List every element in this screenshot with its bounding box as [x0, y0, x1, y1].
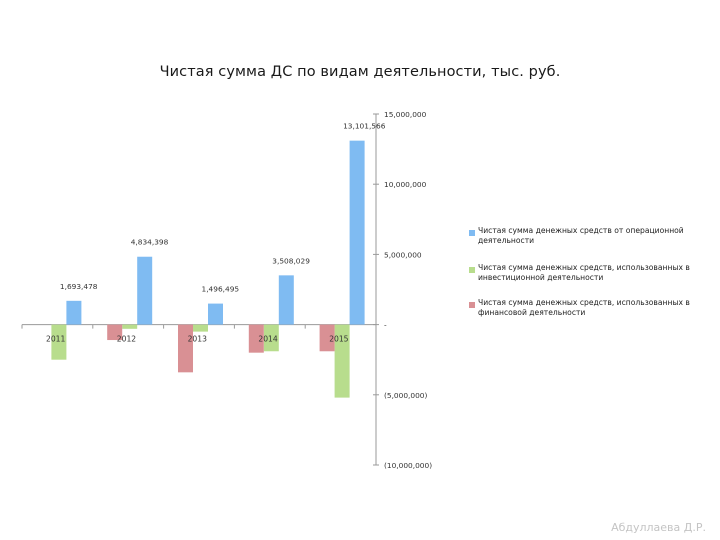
bar-2012	[107, 324, 123, 341]
category-label: 2012	[117, 335, 136, 344]
value-tick-label: -	[384, 321, 387, 330]
bar-2012	[137, 256, 153, 325]
legend-swatch	[469, 267, 475, 273]
bar-2014	[248, 324, 264, 353]
bar-2015	[319, 324, 335, 352]
data-label: 13,101,566	[343, 122, 386, 131]
bar-2015	[349, 140, 365, 325]
value-tick-label: 5,000,000	[384, 250, 422, 259]
bar-2014	[263, 324, 279, 352]
data-label: 4,834,398	[131, 238, 169, 247]
legend-item: Чистая сумма денежных средств, использов…	[469, 263, 709, 283]
data-label: 1,496,495	[202, 285, 240, 294]
legend-item: Чистая сумма денежных средств, использов…	[469, 298, 709, 318]
data-label: 3,508,029	[272, 256, 310, 265]
category-label: 2014	[258, 335, 277, 344]
value-tick-label: 10,000,000	[384, 180, 427, 189]
bar-2011	[66, 300, 82, 325]
bar-2013	[193, 324, 208, 332]
bar-2012	[122, 324, 138, 329]
chart-title: Чистая сумма ДС по видам деятельности, т…	[159, 64, 561, 80]
author-credit: Абдуллаева Д.Р.	[611, 521, 706, 534]
value-tick-label: 15,000,000	[384, 110, 427, 119]
legend-swatch	[469, 302, 475, 308]
category-label: 2011	[46, 335, 65, 344]
data-label: 1,693,478	[60, 282, 98, 291]
category-label: 2013	[188, 335, 207, 344]
category-label: 2015	[329, 335, 348, 344]
legend-item: Чистая сумма денежных средств от операци…	[469, 226, 709, 246]
legend-swatch	[469, 230, 475, 236]
bar-2013	[208, 303, 223, 325]
value-tick-label: (10,000,000)	[384, 461, 432, 470]
legend-label: Чистая сумма денежных средств, использов…	[478, 298, 690, 317]
legend-label: Чистая сумма денежных средств, использов…	[478, 263, 690, 282]
legend-label: Чистая сумма денежных средств от операци…	[478, 226, 684, 245]
value-tick-label: (5,000,000)	[384, 391, 427, 400]
bar-2015	[334, 324, 350, 398]
bar-2014	[278, 275, 294, 325]
bar-2011	[51, 324, 67, 360]
bar-2013	[178, 324, 193, 373]
